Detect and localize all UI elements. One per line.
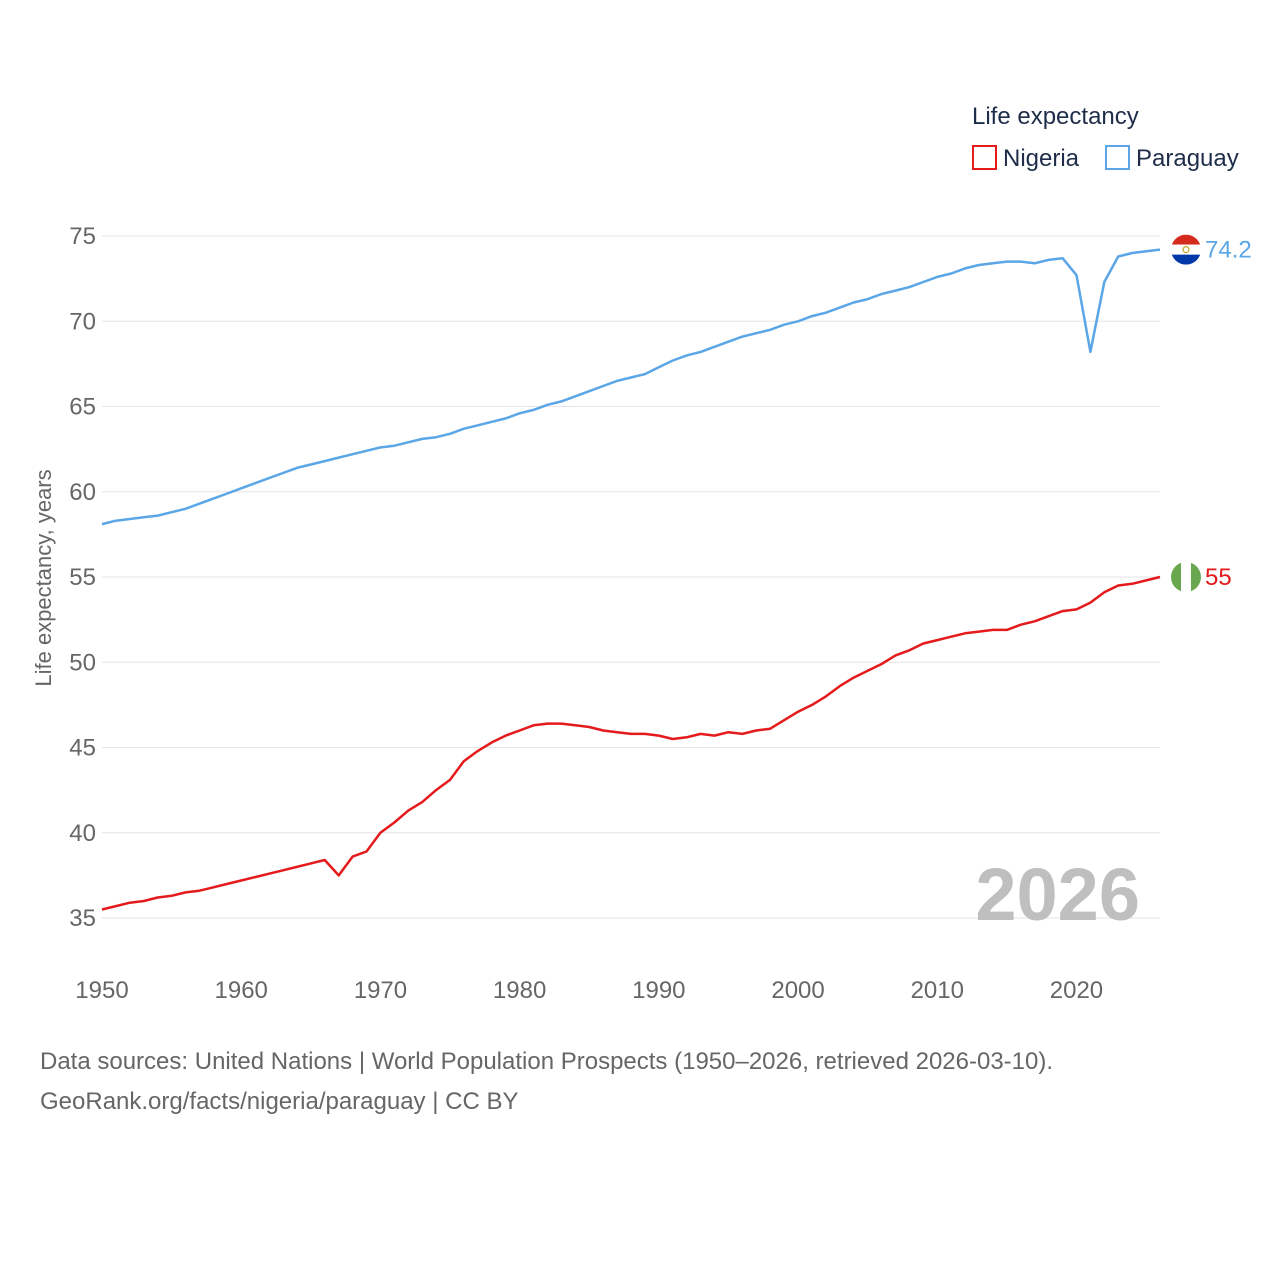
nigeria-end-value: 55 <box>1205 564 1232 591</box>
x-tick-label: 1950 <box>75 977 128 1004</box>
x-tick-label: 2020 <box>1050 977 1103 1004</box>
gridlines <box>102 235 1160 919</box>
x-tick-label: 1990 <box>632 977 685 1004</box>
y-tick-label: 40 <box>69 820 96 847</box>
y-tick-label: 50 <box>69 649 96 676</box>
y-tick-label: 75 <box>69 223 96 250</box>
legend-title: Life expectancy <box>972 103 1139 130</box>
y-tick-label: 60 <box>69 479 96 506</box>
y-tick-label: 55 <box>69 564 96 591</box>
legend-swatch-nigeria[interactable] <box>972 145 997 170</box>
y-tick-label: 35 <box>69 905 96 932</box>
data-source-line: Data sources: United Nations | World Pop… <box>40 1048 1054 1075</box>
nigeria-flag-icon <box>1171 562 1201 592</box>
life-expectancy-chart: 35 40 45 50 55 60 65 70 75 1950 1960 1970 1980 1990 2… <box>31 103 1252 1004</box>
x-tick-label: 1960 <box>215 977 268 1004</box>
y-tick-label: 70 <box>69 308 96 335</box>
x-tick-label: 2000 <box>771 977 824 1004</box>
series-line-nigeria[interactable] <box>101 575 1161 911</box>
legend-label-nigeria[interactable]: Nigeria <box>1003 145 1080 172</box>
paraguay-end-value: 74.2 <box>1205 237 1252 264</box>
legend-label-paraguay[interactable]: Paraguay <box>1136 145 1239 172</box>
series-lines <box>101 248 1161 911</box>
source-footer: Data sources: United Nations | World Pop… <box>40 1042 1053 1122</box>
series-line-paraguay[interactable] <box>101 248 1161 526</box>
y-axis-label: Life expectancy, years <box>31 469 56 686</box>
credit-line[interactable]: GeoRank.org/facts/nigeria/paraguay | CC … <box>40 1088 519 1115</box>
x-tick-label: 1980 <box>493 977 546 1004</box>
x-tick-label: 1970 <box>354 977 407 1004</box>
current-year-watermark: 2026 <box>975 853 1140 936</box>
legend-swatch-paraguay[interactable] <box>1105 145 1130 170</box>
x-axis-ticks: 1950 1960 1970 1980 1990 2000 2010 2020 <box>75 977 1103 1004</box>
legend[interactable]: Life expectancy Nigeria Paraguay <box>972 103 1239 172</box>
x-tick-label: 2010 <box>911 977 964 1004</box>
y-axis-ticks: 35 40 45 50 55 60 65 70 75 <box>69 223 96 932</box>
y-tick-label: 45 <box>69 735 96 762</box>
paraguay-flag-icon <box>1171 234 1201 265</box>
y-tick-label: 65 <box>69 394 96 421</box>
